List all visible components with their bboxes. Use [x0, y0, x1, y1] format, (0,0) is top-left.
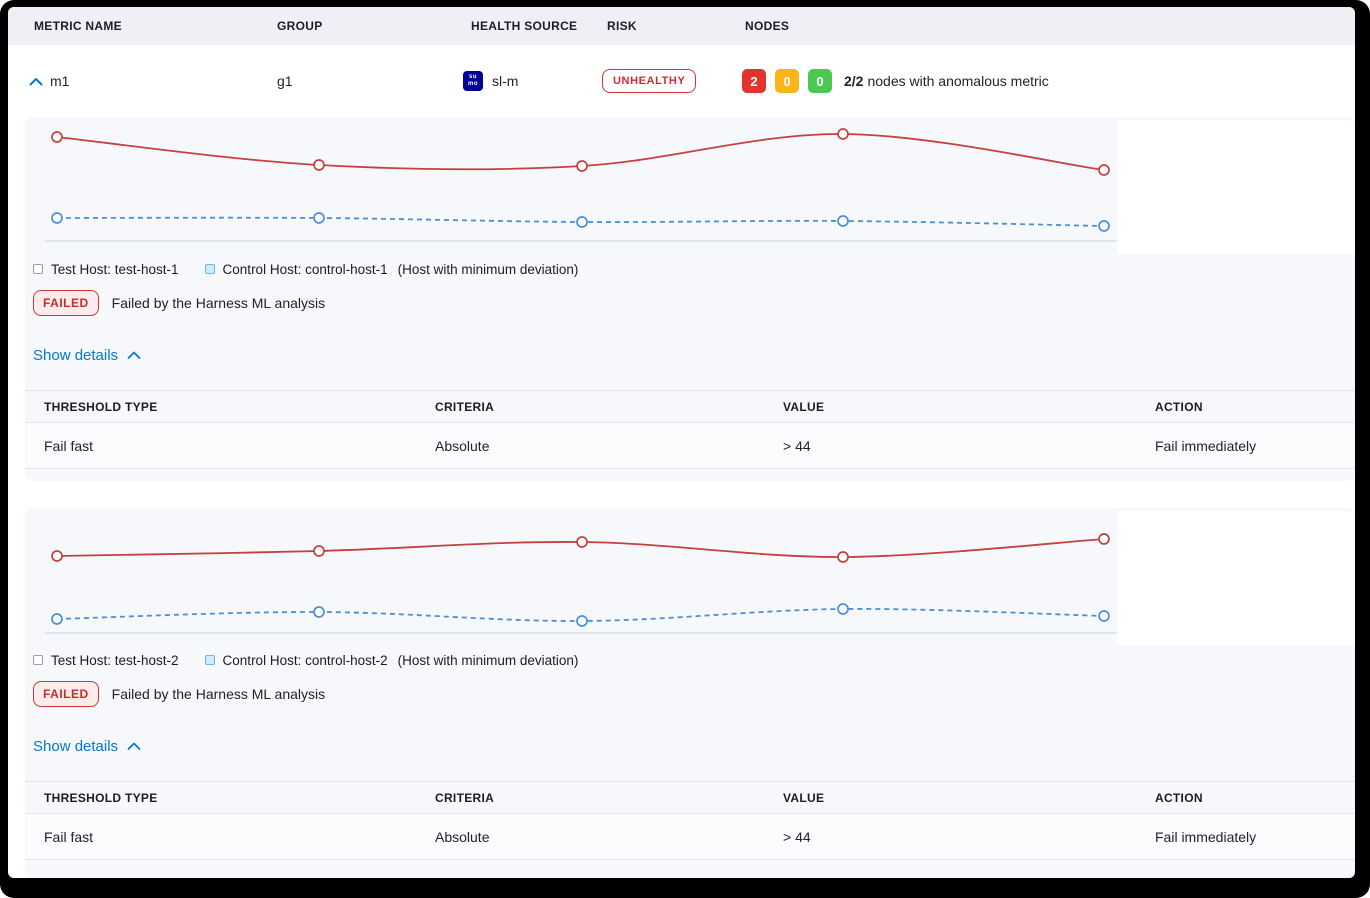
test-host-swatch-icon: [33, 655, 43, 665]
col-nodes: NODES: [745, 19, 790, 33]
metric-name-value: m1: [50, 73, 70, 89]
threshold-table-row: Fail fast Absolute > 44 Fail immediately: [25, 423, 1355, 469]
analysis-status-row: FAILED Failed by the Harness ML analysis: [33, 681, 1355, 707]
legend-control-host[interactable]: Control Host: control-host-2: [204, 653, 388, 668]
threshold-table: THRESHOLD TYPE CRITERIA VALUE ACTION Fai…: [25, 390, 1355, 469]
failed-status-badge: FAILED: [33, 290, 99, 316]
nodes-summary: 2/2 nodes with anomalous metric: [844, 73, 1049, 89]
legend-test-host[interactable]: Test Host: test-host-2: [33, 653, 179, 668]
node-count-unhealthy-badge: 2: [742, 69, 766, 93]
control-host-swatch-icon: [204, 264, 215, 274]
analysis-status-message: Failed by the Harness ML analysis: [111, 686, 326, 702]
value-value: > 44: [783, 828, 811, 845]
chevron-up-icon: [127, 351, 141, 359]
failed-status-badge: FAILED: [33, 681, 99, 707]
node-count-warning-badge: 0: [775, 69, 799, 93]
metrics-analysis-screen: METRIC NAME GROUP HEALTH SOURCE RISK NOD…: [8, 7, 1355, 878]
legend-note: (Host with minimum deviation): [397, 652, 579, 668]
col-risk: RISK: [607, 19, 637, 33]
legend-test-host[interactable]: Test Host: test-host-1: [33, 262, 179, 277]
metric-chart-1[interactable]: [25, 117, 1355, 255]
value-value: > 44: [783, 437, 811, 454]
metric-row[interactable]: m1 g1 su mo sl-m UNHEALTHY 2 0 0 2/2 node…: [8, 45, 1355, 117]
control-host-swatch-icon: [204, 655, 215, 665]
nodes-cell: 2 0 0 2/2 nodes with anomalous metric: [742, 69, 1049, 93]
col-health-source: HEALTH SOURCE: [471, 19, 578, 33]
threshold-type-value: Fail fast: [44, 828, 94, 845]
threshold-type-value: Fail fast: [44, 437, 94, 454]
col-metric-name: METRIC NAME: [34, 19, 122, 33]
criteria-value: Absolute: [435, 437, 490, 454]
nodes-summary-text: nodes with anomalous metric: [867, 73, 1049, 89]
show-details-link[interactable]: Show details: [33, 736, 141, 756]
chart-side-panel: [1117, 511, 1355, 645]
host-panel-2: Test Host: test-host-2 Control Host: con…: [25, 508, 1355, 878]
chart-legend: Test Host: test-host-1 Control Host: con…: [33, 261, 1355, 277]
chart-side-panel: [1117, 120, 1355, 254]
threshold-table-header: THRESHOLD TYPE CRITERIA VALUE ACTION: [25, 781, 1355, 814]
show-details-link[interactable]: Show details: [33, 345, 141, 365]
risk-status-badge: UNHEALTHY: [602, 69, 697, 93]
chevron-up-icon: [127, 742, 141, 750]
node-count-healthy-badge: 0: [808, 69, 832, 93]
columns-header: METRIC NAME GROUP HEALTH SOURCE RISK NOD…: [8, 7, 1355, 45]
action-value: Fail immediately: [1155, 828, 1257, 845]
metric-chart-svg: [45, 533, 1117, 634]
action-value: Fail immediately: [1155, 437, 1257, 454]
chart-legend: Test Host: test-host-2 Control Host: con…: [33, 652, 1355, 668]
col-group: GROUP: [277, 19, 323, 33]
group-value: g1: [277, 73, 293, 89]
analysis-status-message: Failed by the Harness ML analysis: [111, 295, 326, 311]
threshold-table-header: THRESHOLD TYPE CRITERIA VALUE ACTION: [25, 390, 1355, 423]
collapse-row-chevron-up-icon[interactable]: [28, 73, 44, 89]
host-panel-1: Test Host: test-host-1 Control Host: con…: [25, 117, 1355, 481]
legend-note: (Host with minimum deviation): [397, 261, 579, 277]
metric-chart-svg: [45, 128, 1117, 242]
test-host-swatch-icon: [33, 264, 43, 274]
health-source-cell: su mo sl-m: [463, 71, 518, 91]
analysis-status-row: FAILED Failed by the Harness ML analysis: [33, 290, 1355, 316]
health-source-value: sl-m: [492, 73, 519, 89]
criteria-value: Absolute: [435, 828, 490, 845]
sumo-logic-icon: su mo: [463, 71, 483, 91]
nodes-summary-count: 2/2: [844, 73, 864, 89]
threshold-table-row: Fail fast Absolute > 44 Fail immediately: [25, 814, 1355, 860]
metric-chart-2[interactable]: [25, 508, 1355, 646]
legend-control-host[interactable]: Control Host: control-host-1: [204, 262, 388, 277]
threshold-table: THRESHOLD TYPE CRITERIA VALUE ACTION Fai…: [25, 781, 1355, 860]
